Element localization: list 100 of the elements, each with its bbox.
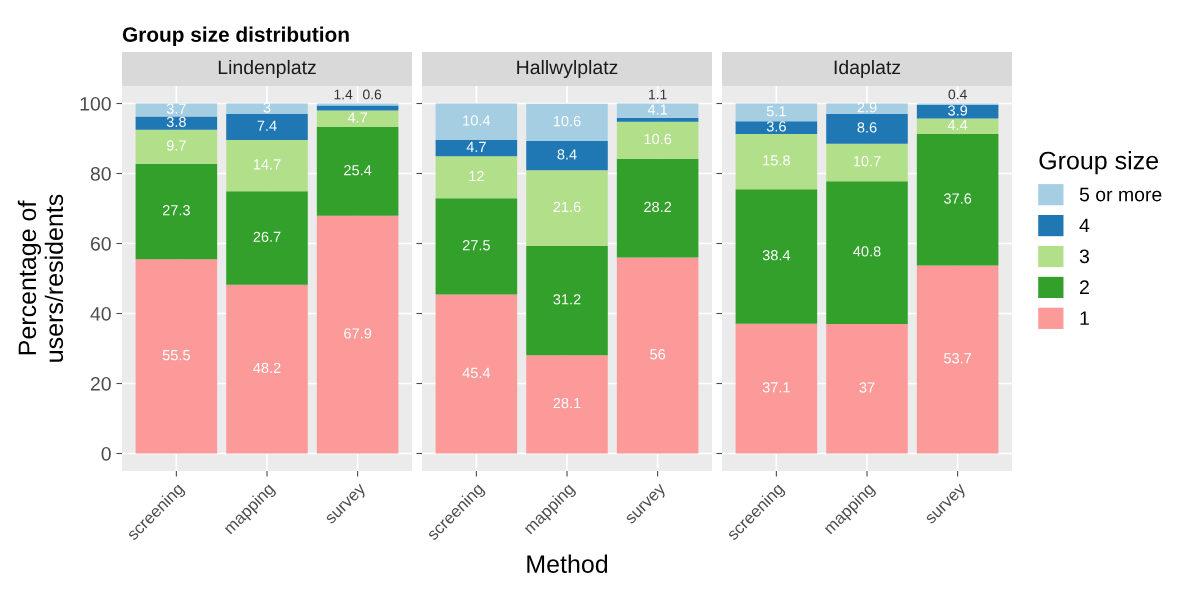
bar [135,259,218,454]
y-tick-label: 0 [101,446,111,461]
data-label: 27.3 [162,205,190,216]
data-label: 8.6 [857,122,877,133]
bar [316,126,399,216]
data-label: 28.2 [644,201,672,213]
bar [735,323,818,454]
data-label: 10.7 [853,156,881,167]
y-tick-label: 20 [90,376,111,391]
y-axis-title: Percentage of users/residents [17,194,64,362]
data-label: 21.6 [553,201,581,213]
bar [226,284,308,454]
bar [135,129,218,164]
data-label: 0.4 [948,89,967,100]
bar [135,116,218,130]
data-label: 3.9 [948,105,968,116]
bar [316,215,399,454]
data-label: 25.4 [344,164,372,176]
data-label: 67.9 [344,328,372,339]
data-label: 3.6 [766,121,786,132]
data-label: 7.4 [257,120,277,131]
data-label: 15.8 [763,155,790,166]
data-label: 4.7 [466,141,486,152]
data-label: 4.7 [347,112,368,123]
bar [435,103,518,140]
bar [916,118,999,134]
data-label: 10.6 [644,133,672,145]
bar [616,158,699,258]
chart-subtitle: Lindenplatz [218,59,316,79]
y-tick-label: 60 [90,236,111,251]
bar [316,103,399,106]
data-label: 28.1 [553,397,581,409]
bar [916,104,999,119]
bar [226,139,308,192]
data-label: 55.5 [162,350,190,361]
bar [735,103,818,122]
bar [526,140,608,171]
y-tick-label: 40 [90,306,111,321]
data-label: 38.4 [762,250,791,261]
data-label: 3.8 [166,116,186,128]
data-label: 10.4 [463,115,491,126]
bar [135,163,218,260]
data-label: 3.7 [166,103,186,114]
legend-label: 4 [1079,218,1090,233]
data-label: 5.1 [766,106,786,117]
legend-label: 5 or more [1079,187,1162,202]
bar [616,103,699,118]
data-label: 31.2 [553,294,581,305]
bar [826,103,908,114]
x-axis-title: Method [527,554,608,573]
data-label: 37.1 [762,382,790,393]
data-label: 8.4 [557,149,577,160]
data-label: 37.6 [943,193,972,204]
data-label: 56 [650,349,666,360]
data-label: 27.5 [462,240,490,251]
bar [435,156,518,199]
bar [226,114,308,140]
bar [616,257,699,454]
bar [435,198,518,295]
bar [226,191,308,285]
data-label: 37 [859,382,875,393]
data-label: 0.6 [363,89,382,100]
chart-subtitle: Hallwylplatz [517,59,618,79]
legend-label: 3 [1079,249,1089,264]
legend-title: Group size [1039,151,1158,175]
chart-subtitle: Idaplatz [834,59,901,79]
data-label: 26.7 [253,231,281,242]
bar [526,245,608,356]
bar [826,143,908,182]
data-label: 4.1 [647,104,668,115]
data-label: 9.7 [166,140,186,151]
bar [826,181,908,324]
bar [735,189,818,324]
data-label: 1.4 [334,89,353,100]
data-label: 1.1 [649,89,667,100]
bar [526,355,608,454]
data-label: 53.7 [944,353,972,364]
bar [826,324,908,454]
y-tick-label: 80 [90,166,111,181]
bar [616,117,699,122]
bar [735,121,818,134]
bar [526,170,608,246]
data-label: 12 [469,170,484,182]
legend-label: 2 [1080,280,1089,294]
bar [916,133,999,266]
data-label: 4.4 [947,119,968,131]
y-tick-label: 100 [80,96,111,111]
bar [435,294,518,454]
data-label: 45.4 [462,367,491,378]
data-label: 10.6 [553,115,581,127]
bar [735,133,818,190]
data-label: 14.7 [253,159,281,170]
bar [226,103,308,114]
data-label: 2.9 [857,102,877,113]
bar [616,121,699,159]
bar [916,265,999,454]
data-label: 40.8 [853,246,881,257]
bar [316,110,399,127]
bar [826,113,908,144]
data-label: 48.2 [253,362,281,374]
